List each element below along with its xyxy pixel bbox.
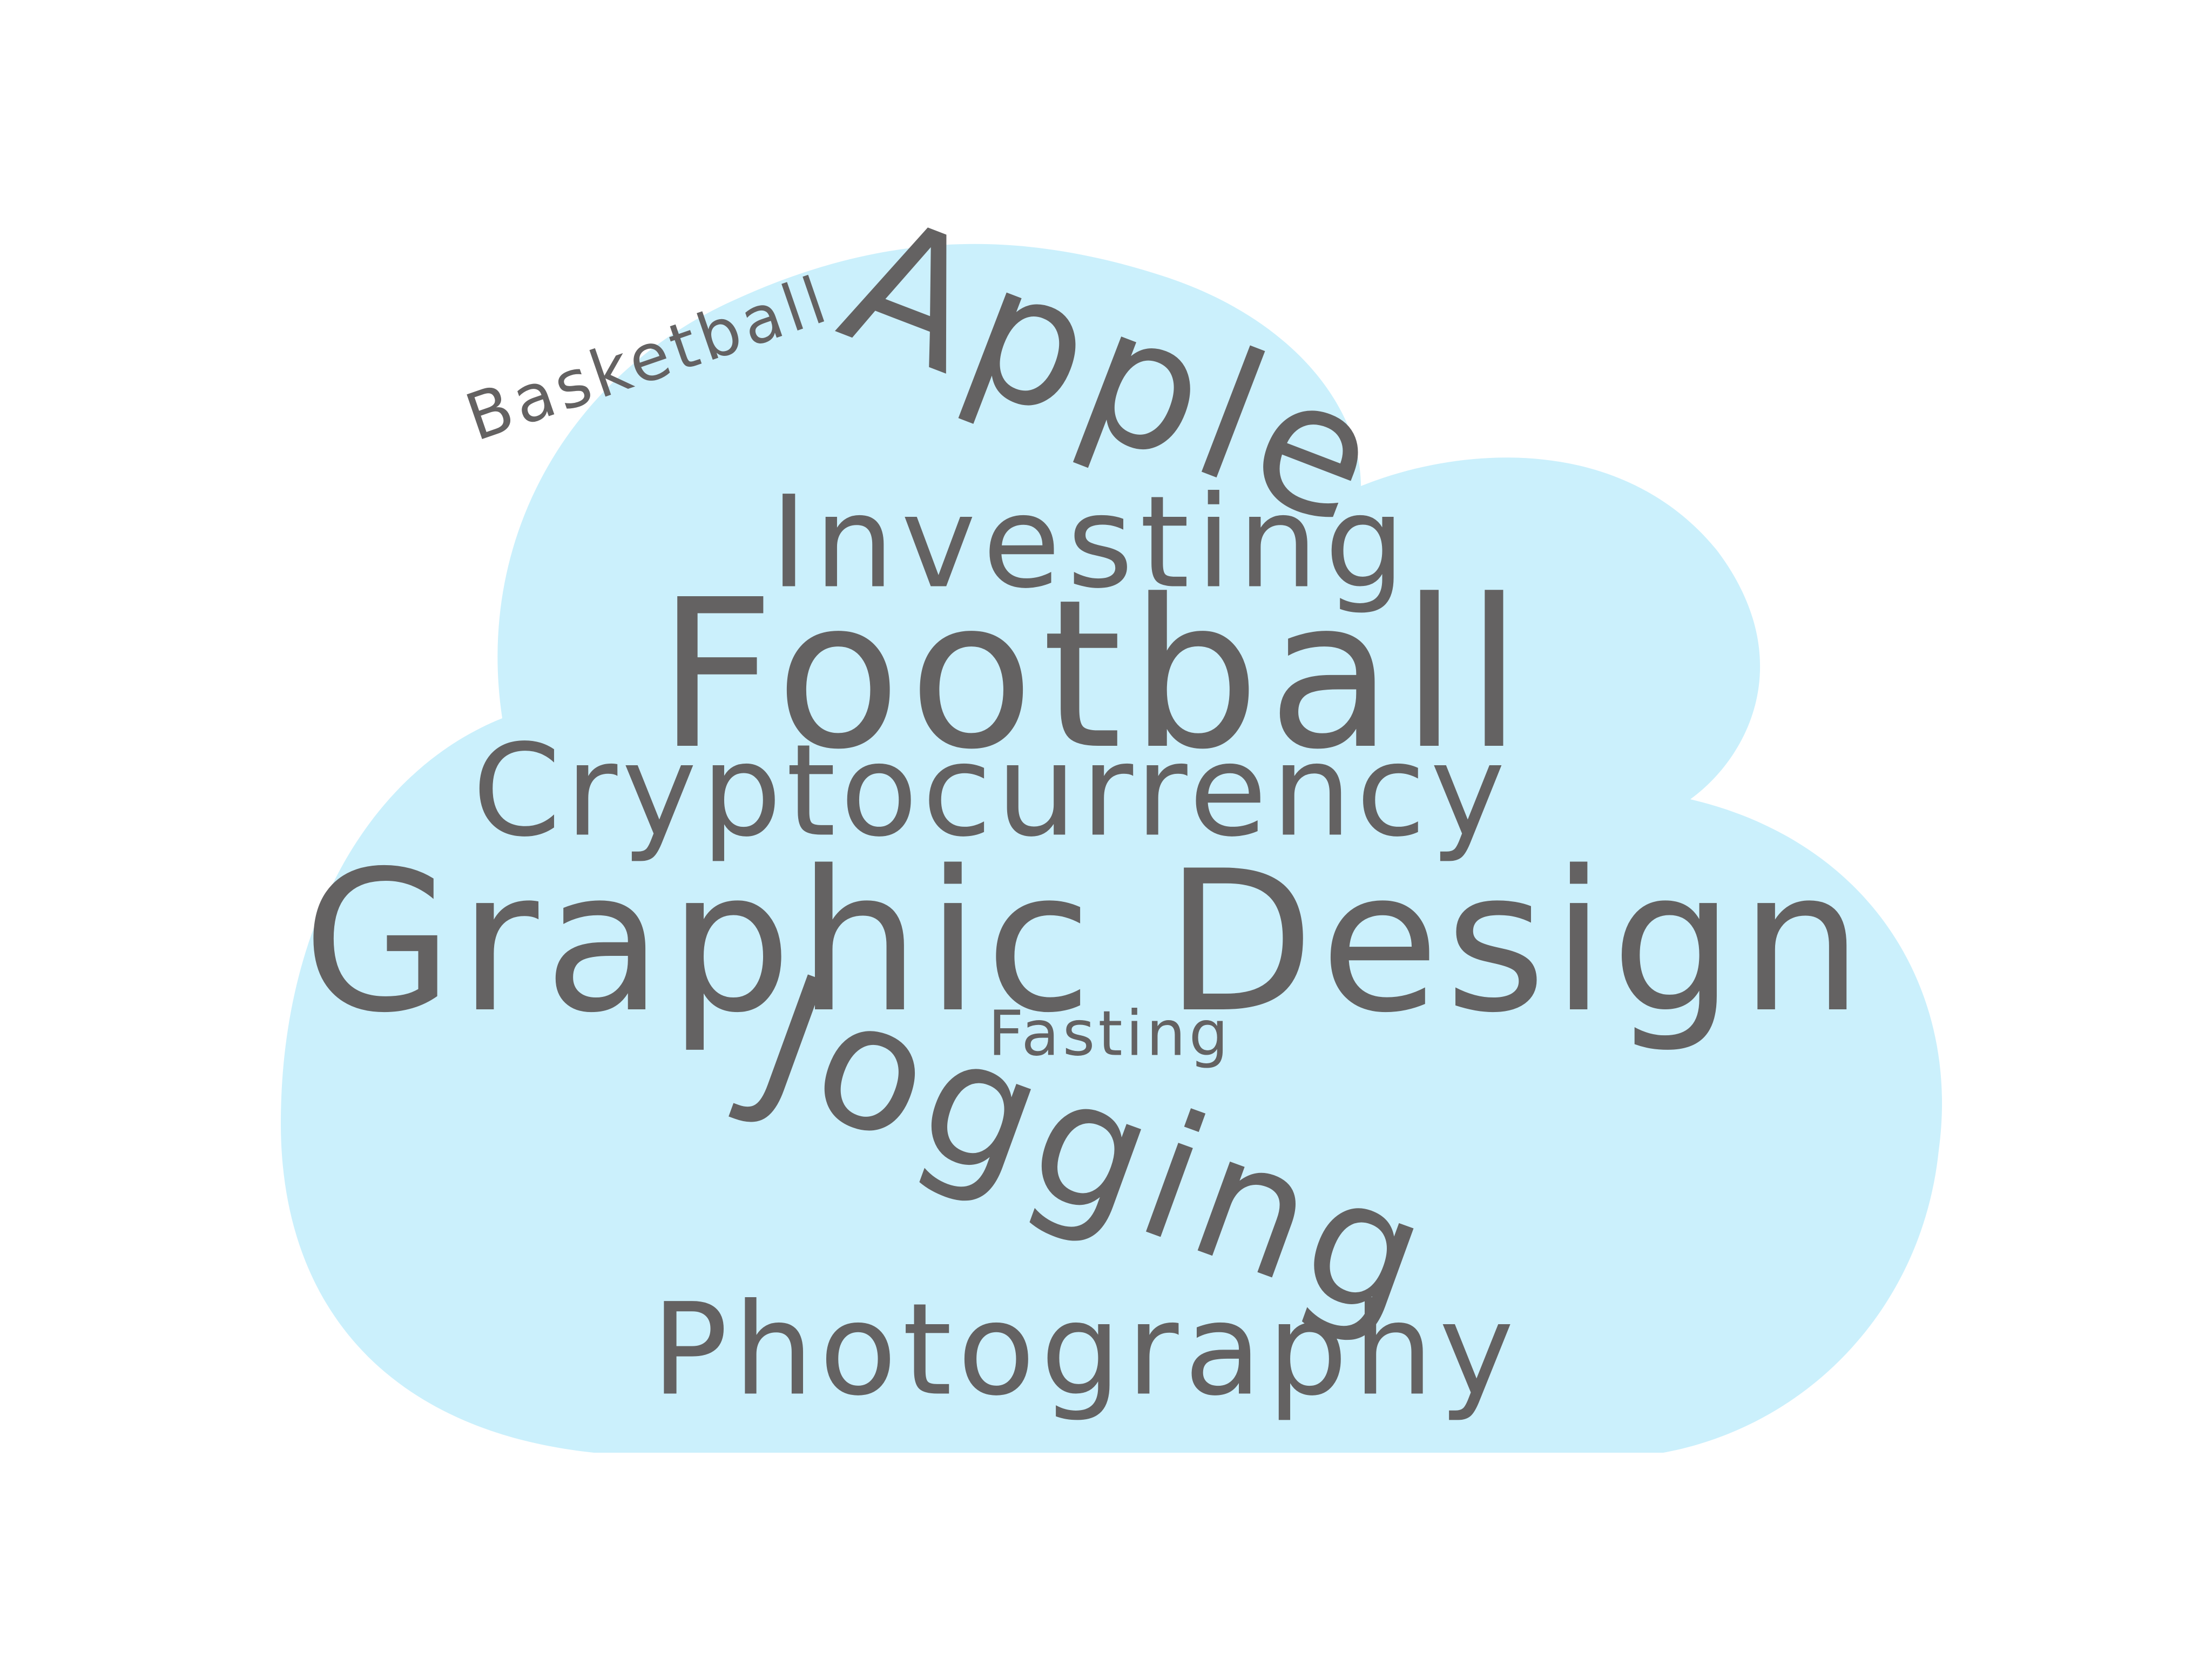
word-cryptocurrency: Cryptocurrency (473, 728, 1510, 855)
word-graphic-design: Graphic Design (302, 845, 1869, 1040)
word-fasting-text: Fasting (988, 997, 1232, 1070)
word-investing-text: Investing (770, 469, 1412, 617)
word-photography-text: Photography (651, 1276, 1520, 1424)
cloud-outline (281, 244, 1943, 1453)
word-investing: Investing (770, 480, 1412, 606)
word-photography: Photography (651, 1287, 1519, 1414)
word-graphic-design-text: Graphic Design (302, 829, 1869, 1055)
word-football-text: Football (657, 555, 1530, 794)
word-cryptocurrency-text: Cryptocurrency (472, 717, 1510, 865)
word-fasting: Fasting (988, 1003, 1232, 1065)
word-football: Football (657, 572, 1530, 778)
